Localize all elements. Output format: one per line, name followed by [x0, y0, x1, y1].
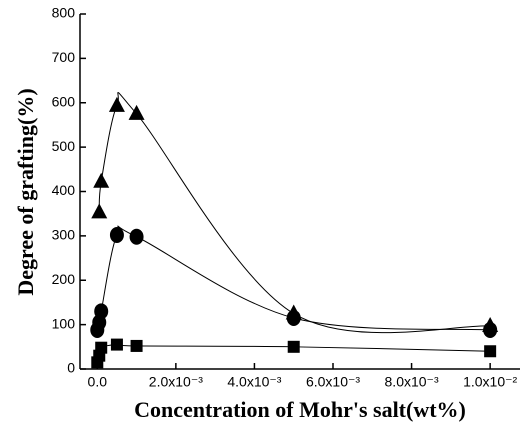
- square-marker: [110, 338, 123, 351]
- x-tick-label: 4.0x10⁻³: [227, 374, 281, 390]
- triangle-marker: [93, 172, 110, 188]
- y-tick-label: 0: [67, 360, 75, 376]
- triangle-marker: [482, 316, 499, 332]
- x-tick-label: 1.0x10⁻²: [463, 374, 517, 390]
- x-tick-label: 2.0x10⁻³: [149, 374, 203, 390]
- x-axis-label: Concentration of Mohr's salt(wt%): [134, 397, 466, 422]
- square-marker: [130, 339, 143, 352]
- circle-marker: [94, 303, 109, 320]
- triangle-marker: [285, 304, 302, 320]
- x-tick-label: 6.0x10⁻³: [306, 374, 360, 390]
- triangle-marker: [108, 96, 125, 112]
- y-tick-label: 700: [52, 49, 76, 65]
- triangle-marker: [128, 104, 145, 120]
- y-tick-label: 600: [52, 93, 76, 109]
- square-marker: [484, 345, 497, 358]
- y-tick-label: 500: [52, 138, 76, 154]
- x-tick-label: 0.0: [88, 374, 108, 390]
- y-tick-label: 200: [52, 271, 76, 287]
- y-tick-label: 400: [52, 182, 76, 198]
- square-marker: [95, 341, 108, 354]
- y-tick-label: 100: [52, 315, 76, 331]
- fit-curve: [98, 92, 491, 334]
- x-tick-label: 8.0x10⁻³: [385, 374, 439, 390]
- triangle-marker: [91, 203, 108, 219]
- square-marker: [287, 340, 300, 353]
- y-tick-label: 800: [52, 5, 76, 21]
- circle-marker: [129, 228, 144, 245]
- circle-marker: [109, 226, 124, 243]
- y-axis-label: Degree of grafting(%): [13, 88, 38, 295]
- y-tick-label: 300: [52, 227, 76, 243]
